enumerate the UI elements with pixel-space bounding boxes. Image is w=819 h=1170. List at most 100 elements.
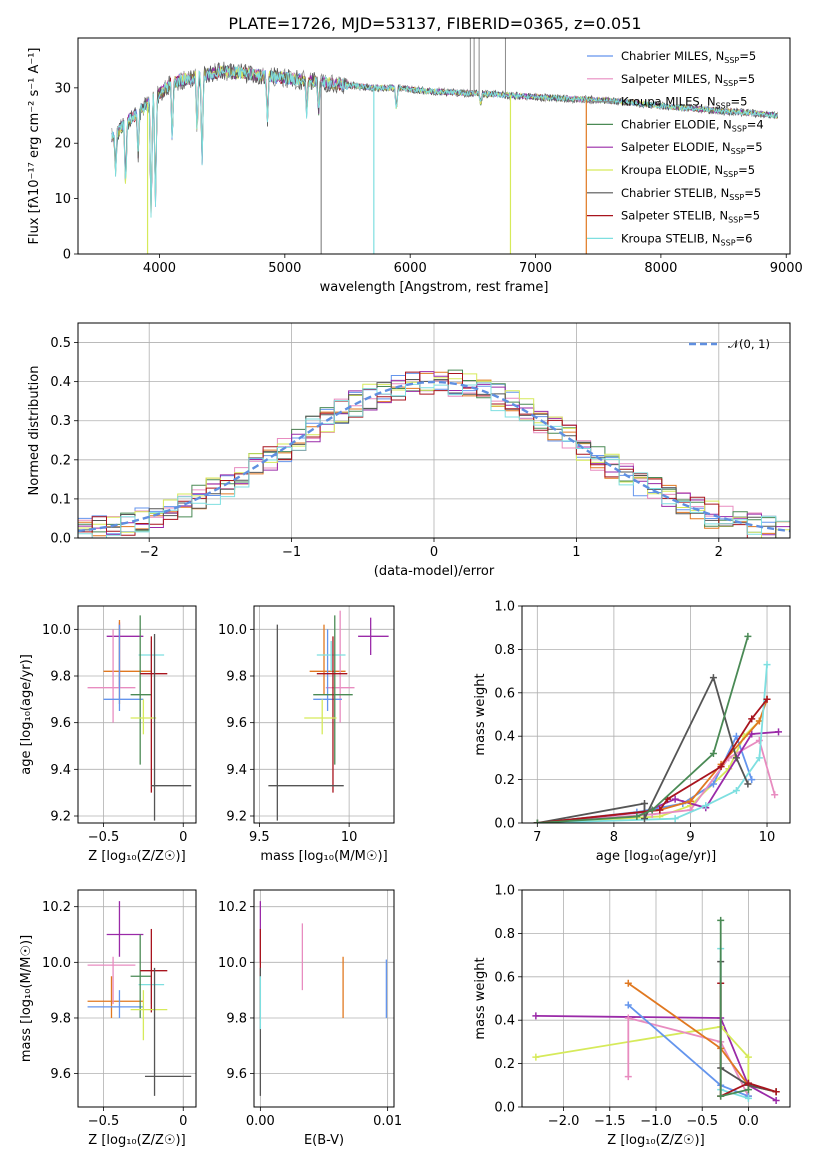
plus-marker [732, 732, 740, 740]
legend-label: Kroupa MILES, NSSP=5 [621, 95, 747, 111]
y-tick-label: 1.0 [494, 600, 515, 615]
x-tick-label: 9.5 [249, 830, 270, 845]
plus-marker [744, 1079, 752, 1087]
y-tick-label: 10.0 [218, 956, 247, 971]
errorbar-point [130, 990, 168, 1041]
errorbar-point [316, 636, 348, 793]
y-tick-label: 9.6 [226, 716, 247, 731]
x-tick-label: 10 [759, 830, 776, 845]
y-tick-label: 9.2 [50, 810, 71, 825]
histogram-series-8 [78, 382, 790, 538]
errorbar-point [106, 622, 144, 688]
plus-marker [748, 776, 756, 784]
plus-marker [775, 728, 783, 736]
plus-marker [748, 715, 756, 723]
plus-marker [763, 661, 771, 669]
plus-marker [744, 1086, 752, 1094]
spectrum-legend: Chabrier MILES, NSSP=5 Salpeter MILES, NS… [587, 49, 764, 247]
age_vs_mass-panel: 9.5 10 9.2 9.4 9.6 9.8 10.0 mass [log₁₀(M/M☉)] [218, 605, 395, 864]
plus-marker [772, 1096, 780, 1104]
plus-marker [744, 1094, 752, 1102]
mass_weight_vs_Z-panel: −2.0 −1.5 −1.0 −0.5 0.0 0.0 0.2 0.4 0.6 0.8 1.0 Z [… [473, 884, 791, 1148]
errorbar-point [87, 629, 136, 723]
mass_vs_Z-grid [78, 890, 196, 1107]
plus-marker [624, 979, 632, 987]
normal-curve [78, 380, 790, 533]
histogram-series-4 [78, 371, 790, 536]
plus-marker [702, 802, 710, 810]
x-tick-label: 7000 [519, 261, 552, 276]
mass_weight_vs_age-panel: 7 8 9 10 0.0 0.2 0.4 0.6 0.8 1.0 age [log₁₀(age/yr… [473, 600, 791, 864]
x-tick-label: −1 [282, 545, 301, 560]
y-tick-label: 10.0 [218, 623, 247, 638]
x-tick-label: 8 [610, 830, 618, 845]
y-tick-label: 20 [54, 137, 71, 152]
mass_weight_vs_age-xlabel: age [log₁₀(age/yr)] [596, 849, 717, 864]
mass_vs_EBV-grid [254, 890, 394, 1107]
plus-marker [624, 1014, 632, 1022]
plus-marker [772, 1088, 780, 1096]
errorbar-point [103, 624, 144, 711]
spectrum-xlabel: wavelength [Angstrom, rest frame] [320, 280, 549, 295]
x-tick-label: −0.5 [88, 1114, 120, 1129]
y-tick-label: 10.2 [218, 900, 247, 915]
x-tick-label: −1.5 [594, 1114, 626, 1129]
age_vs_Z-ylabel: age [log₁₀(age/yr)] [19, 654, 34, 775]
mass_weight_vs_Z-grid [522, 889, 790, 1108]
axes-frame [521, 889, 791, 1108]
mass_weight_vs_age-marks [533, 632, 783, 823]
plus-marker [744, 632, 752, 640]
mass_weight_vs_age-series-5 [537, 664, 768, 823]
mass_vs_Z-panel: −0.5 0 9.6 9.8 10.0 10.2 Z [log₁₀(Z/Z☉)] mass [… [19, 889, 197, 1148]
plus-marker [748, 730, 756, 738]
x-tick-label: 2 [715, 545, 723, 560]
plus-marker [771, 791, 779, 799]
x-tick-label: 1 [572, 545, 580, 560]
plus-marker [633, 812, 641, 820]
y-tick-label: 9.6 [50, 716, 71, 731]
y-tick-label: 0.2 [494, 1057, 515, 1072]
y-tick-label: 9.8 [50, 1011, 71, 1026]
legend-label: Chabrier STELIB, NSSP=5 [621, 186, 761, 202]
x-tick-label: −0.5 [686, 1114, 718, 1129]
mass_vs_Z-xlabel: Z [log₁₀(Z/Z☉)] [88, 1133, 185, 1148]
plus-marker [732, 786, 740, 794]
y-tick-label: 0 [63, 248, 71, 263]
errorbar-point [87, 990, 144, 1018]
mass_vs_Z-marks [87, 901, 192, 1096]
y-tick-label: 9.2 [226, 810, 247, 825]
x-tick-label: 4000 [143, 261, 176, 276]
x-tick-label: 8000 [644, 261, 677, 276]
x-tick-label: −2 [140, 545, 159, 560]
y-tick-label: 0.0 [494, 1101, 515, 1116]
axes-frame [253, 889, 395, 1108]
plus-marker [671, 795, 679, 803]
errorbar-point [151, 634, 192, 821]
mass_weight_vs_age-series-8 [537, 636, 749, 823]
mass_weight_vs_Z-series-2 [627, 1016, 750, 1097]
errorbar-point [140, 928, 168, 1013]
x-tick-label: 0 [179, 1114, 187, 1129]
plus-marker [717, 1092, 725, 1100]
legend-label: Chabrier MILES, NSSP=5 [621, 49, 756, 65]
y-tick-label: 0.2 [50, 453, 71, 468]
errorbar-point [140, 636, 168, 793]
plus-marker [641, 815, 649, 823]
y-tick-label: 0.8 [494, 927, 515, 942]
mass_weight_vs_Z-xlabel: Z [log₁₀(Z/Z☉)] [607, 1133, 704, 1148]
errorbar-point [325, 610, 355, 723]
age_vs_mass-marks [268, 610, 389, 821]
plus-marker [709, 750, 717, 758]
legend-label: 𝒩(0, 1) [728, 337, 770, 351]
y-tick-label: 0.2 [494, 773, 515, 788]
mass_weight_vs_age-grid [522, 605, 790, 824]
y-tick-label: 0.0 [494, 817, 515, 832]
x-tick-label: 0 [430, 545, 438, 560]
age_vs_Z-panel: −0.5 0 9.2 9.4 9.6 9.8 10.0 Z [log₁₀(Z/Z☉)] age … [19, 605, 197, 864]
mass_vs_EBV-panel: 0.00 0.01 9.6 9.8 10.0 10.2 E(B-V) [218, 889, 402, 1148]
plus-marker [732, 754, 740, 762]
y-tick-label: 9.8 [50, 670, 71, 685]
mass_weight_vs_Z-ylabel: mass weight [473, 957, 488, 1039]
errorbar-point [130, 699, 157, 735]
errorbar-point [106, 901, 144, 957]
